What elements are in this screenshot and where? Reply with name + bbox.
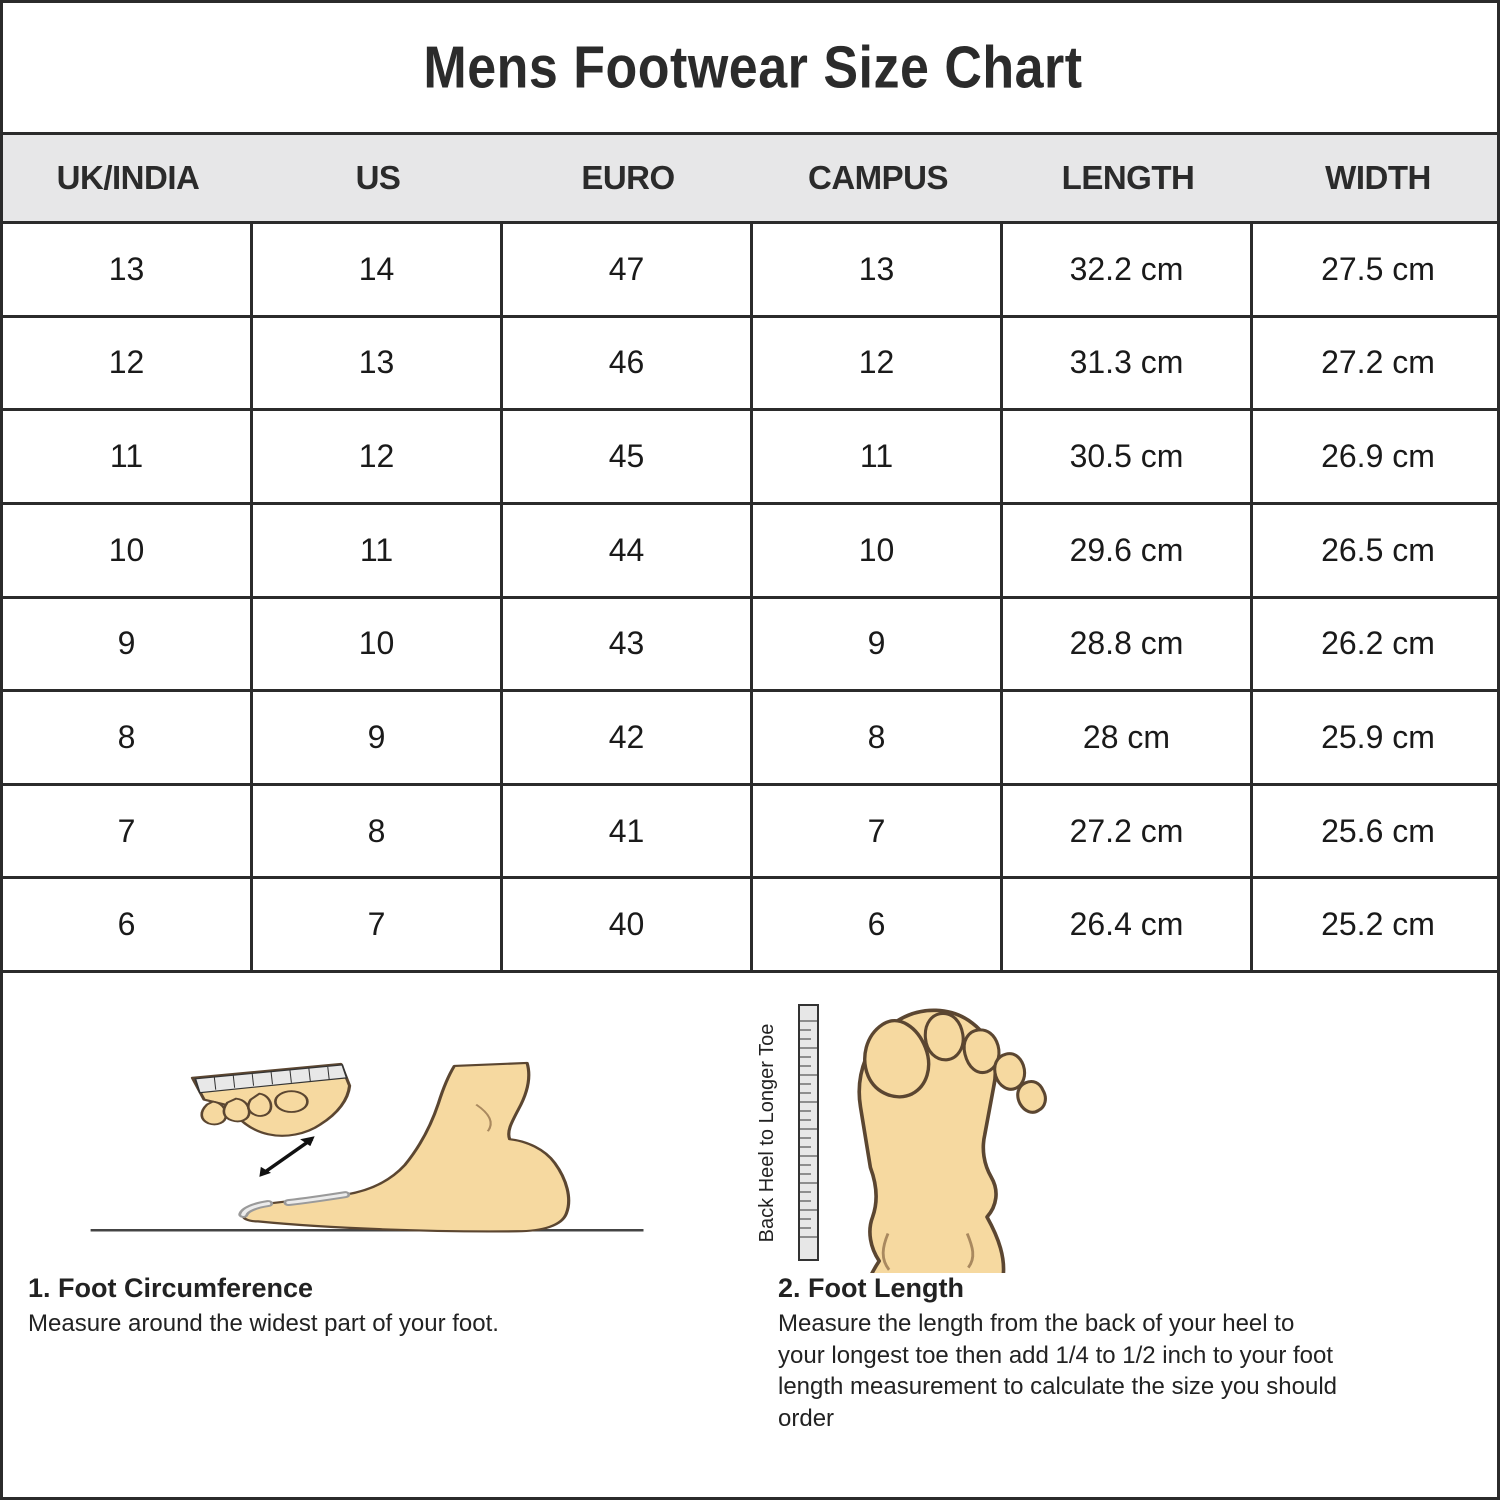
svg-text:Back Heel to Longer Toe: Back Heel to Longer Toe <box>756 1024 778 1243</box>
